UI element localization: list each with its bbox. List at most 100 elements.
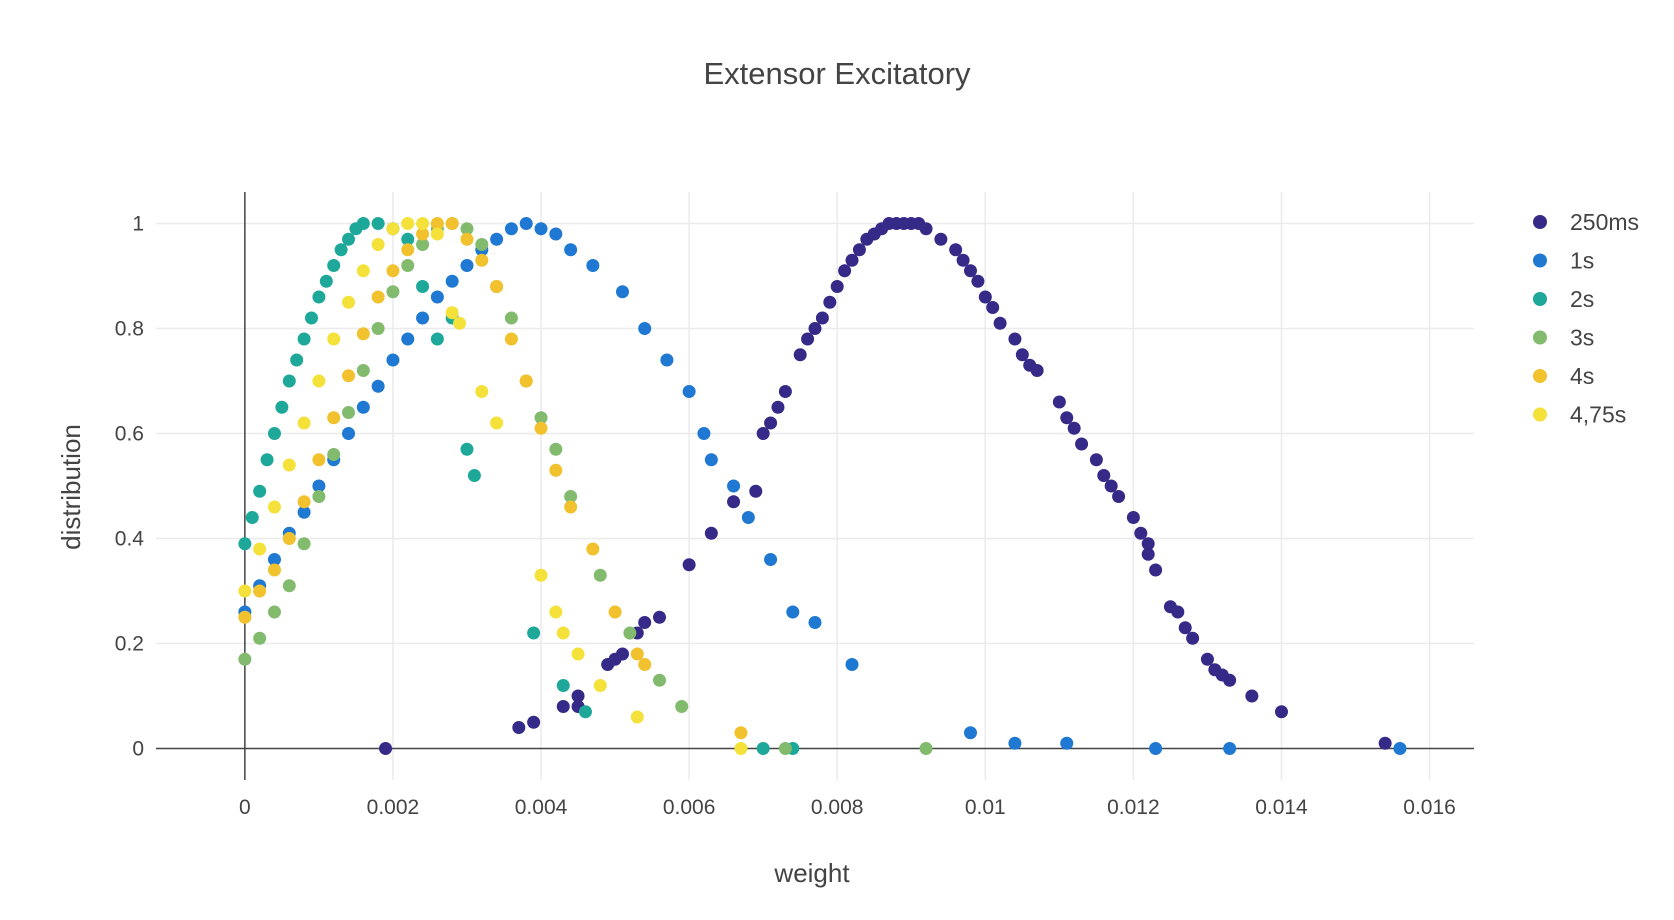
data-point bbox=[430, 290, 444, 304]
data-point bbox=[504, 311, 518, 325]
data-point bbox=[475, 385, 489, 398]
data-point bbox=[556, 679, 570, 692]
data-point bbox=[253, 584, 267, 598]
series-2s bbox=[238, 217, 800, 755]
data-point bbox=[356, 400, 370, 414]
data-point bbox=[327, 332, 341, 346]
data-point bbox=[297, 505, 311, 519]
legend-item[interactable]: 1s bbox=[1533, 248, 1594, 274]
legend-item[interactable]: 4s bbox=[1533, 363, 1594, 389]
data-point bbox=[342, 369, 356, 383]
x-tick-label: 0.004 bbox=[515, 796, 568, 819]
data-point bbox=[549, 605, 563, 619]
data-point bbox=[786, 605, 800, 619]
data-point bbox=[371, 238, 385, 251]
legend-label: 250ms bbox=[1570, 209, 1639, 235]
data-point bbox=[764, 553, 778, 566]
data-point bbox=[630, 710, 644, 724]
data-point bbox=[638, 322, 652, 335]
data-point bbox=[956, 253, 970, 267]
data-point bbox=[334, 243, 348, 257]
data-point bbox=[312, 374, 326, 388]
data-point bbox=[416, 227, 430, 241]
data-point bbox=[327, 448, 341, 461]
data-point bbox=[519, 374, 533, 388]
data-point bbox=[327, 411, 341, 425]
data-point bbox=[727, 479, 741, 493]
legend-marker bbox=[1533, 215, 1547, 229]
data-point bbox=[297, 537, 311, 551]
data-point bbox=[1200, 652, 1214, 666]
x-tick-label: 0.01 bbox=[965, 796, 1006, 819]
data-point bbox=[267, 500, 281, 514]
data-point bbox=[1178, 621, 1192, 635]
data-point bbox=[704, 453, 718, 467]
x-tick-label: 0.012 bbox=[1107, 796, 1160, 819]
data-point bbox=[253, 631, 267, 645]
data-point bbox=[623, 626, 637, 640]
y-axis-title: distribution bbox=[56, 424, 86, 550]
data-point bbox=[949, 243, 963, 257]
data-point bbox=[386, 285, 400, 299]
data-point bbox=[467, 469, 481, 482]
data-point bbox=[342, 295, 356, 309]
data-point bbox=[1104, 479, 1118, 493]
data-point bbox=[549, 442, 563, 456]
data-point bbox=[312, 479, 326, 493]
data-point bbox=[504, 332, 518, 346]
series-1s bbox=[238, 217, 1407, 755]
data-point bbox=[475, 253, 489, 267]
legend-item[interactable]: 250ms bbox=[1533, 209, 1639, 235]
data-point bbox=[290, 353, 304, 367]
legend-item[interactable]: 2s bbox=[1533, 286, 1594, 312]
data-point bbox=[756, 427, 770, 440]
data-point bbox=[793, 348, 807, 362]
data-point bbox=[734, 726, 748, 740]
data-point bbox=[534, 411, 548, 425]
legend-item[interactable]: 3s bbox=[1533, 325, 1594, 351]
data-point bbox=[1378, 736, 1392, 750]
data-point bbox=[504, 222, 518, 236]
data-point bbox=[1060, 411, 1074, 425]
data-point bbox=[342, 406, 356, 419]
data-point bbox=[534, 421, 548, 435]
data-point bbox=[1141, 537, 1155, 551]
data-point bbox=[490, 232, 504, 246]
data-point bbox=[445, 274, 459, 288]
data-point bbox=[356, 217, 370, 230]
legend[interactable]: 250ms 1s 2s 3s 4s 4,75s bbox=[1533, 209, 1639, 428]
data-point bbox=[653, 610, 667, 624]
data-point bbox=[963, 264, 977, 278]
series-4s bbox=[238, 217, 748, 740]
data-point bbox=[1008, 736, 1022, 750]
data-point bbox=[312, 490, 326, 503]
data-point bbox=[371, 322, 385, 335]
series-4-75s bbox=[238, 217, 748, 755]
data-point bbox=[534, 568, 548, 582]
data-point bbox=[971, 274, 985, 288]
data-point bbox=[1245, 689, 1259, 703]
data-point bbox=[586, 259, 600, 272]
legend-marker bbox=[1533, 253, 1547, 268]
legend-item[interactable]: 4,75s bbox=[1533, 402, 1626, 428]
data-point bbox=[267, 427, 281, 440]
data-point bbox=[416, 280, 430, 293]
data-point bbox=[1052, 395, 1066, 409]
data-point bbox=[312, 453, 326, 467]
data-point bbox=[282, 374, 296, 388]
data-point bbox=[319, 274, 333, 288]
data-point bbox=[238, 610, 252, 624]
data-point bbox=[1274, 705, 1288, 719]
data-point bbox=[1067, 421, 1081, 435]
data-point bbox=[571, 647, 585, 661]
data-point bbox=[808, 616, 822, 629]
data-point bbox=[460, 259, 474, 272]
data-point bbox=[801, 332, 815, 346]
data-point bbox=[430, 227, 444, 241]
data-point bbox=[963, 726, 977, 740]
data-point bbox=[534, 222, 548, 236]
data-point bbox=[1141, 547, 1155, 561]
data-point bbox=[682, 558, 696, 572]
data-point bbox=[993, 316, 1007, 330]
